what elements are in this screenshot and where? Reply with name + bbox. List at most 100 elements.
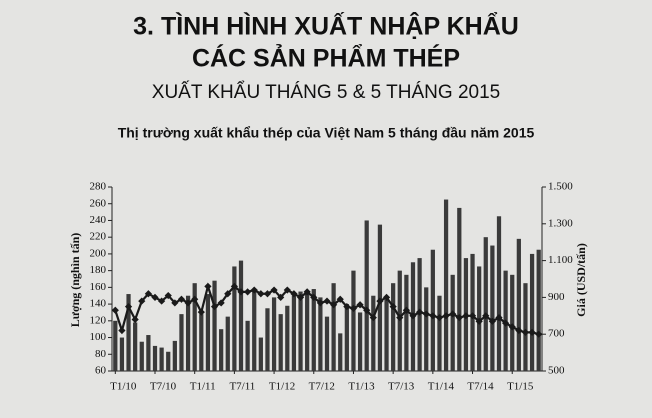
price-marker — [369, 314, 377, 322]
bar — [298, 291, 303, 371]
y2-tick-label: 1.500 — [548, 181, 573, 193]
subheading: XUẤT KHẨU THÁNG 5 & 5 THÁNG 2015 — [152, 81, 500, 103]
bar — [443, 199, 449, 371]
price-marker — [429, 312, 437, 320]
price-marker — [515, 326, 523, 335]
bar — [510, 274, 515, 371]
bar — [225, 316, 230, 371]
bar — [384, 299, 389, 371]
price-marker — [528, 328, 536, 336]
bar — [119, 337, 125, 371]
price-marker — [303, 288, 311, 296]
price-marker — [257, 290, 265, 298]
price-marker — [290, 290, 298, 298]
y-tick-label: 180 — [90, 264, 107, 276]
price-marker — [263, 290, 272, 298]
bar — [192, 283, 197, 371]
bar — [232, 266, 237, 371]
y-tick-label: 200 — [90, 247, 107, 259]
price-marker — [230, 282, 238, 290]
bar — [430, 249, 435, 371]
price-marker — [323, 297, 331, 305]
price-marker — [508, 323, 516, 331]
y2-tick-label: 1.300 — [548, 217, 573, 229]
bar — [305, 294, 310, 371]
bar — [205, 294, 211, 371]
price-marker — [409, 312, 417, 320]
price-marker — [502, 319, 510, 327]
bar — [199, 314, 204, 371]
bar — [516, 238, 521, 371]
y2-tick-label: 700 — [548, 328, 565, 340]
price-marker — [488, 317, 496, 325]
heading: CÁC SẢN PHẨM THÉP — [192, 43, 460, 73]
price-marker — [402, 306, 410, 314]
bar — [318, 297, 323, 371]
y-axis-label: Lượng (nghìn tấn) — [68, 233, 82, 328]
bar — [529, 253, 535, 371]
price-marker — [495, 314, 503, 322]
price-marker — [462, 312, 470, 320]
price-marker — [376, 297, 384, 305]
bar — [271, 297, 277, 371]
bar — [338, 333, 343, 371]
x-tick-label: T7/13 — [388, 381, 415, 393]
price-marker — [349, 304, 358, 313]
x-tick-label: T7/14 — [467, 381, 494, 393]
price-marker — [475, 317, 483, 325]
price-marker — [343, 303, 351, 311]
price-marker — [382, 293, 391, 301]
bar — [344, 304, 349, 371]
x-tick-label: T1/15 — [507, 381, 534, 393]
price-marker — [389, 303, 397, 311]
price-marker — [138, 297, 146, 305]
bar — [351, 270, 356, 371]
bar — [483, 237, 488, 371]
price-marker — [416, 308, 424, 316]
bar — [285, 305, 290, 371]
price-marker — [330, 301, 338, 309]
bar — [146, 335, 151, 371]
y-tick-label: 60 — [95, 365, 107, 377]
x-tick-label: T1/12 — [269, 381, 295, 393]
bar — [172, 340, 177, 371]
chart-title: Thị trường xuất khẩu thép của Việt Nam 5… — [118, 125, 535, 141]
price-marker — [283, 286, 291, 294]
price-marker — [144, 290, 152, 298]
price-marker — [237, 288, 245, 296]
price-marker — [164, 291, 172, 300]
price-marker — [535, 330, 543, 338]
price-marker — [521, 328, 530, 336]
y-tick-label: 100 — [90, 331, 107, 343]
y-tick-label: 160 — [90, 281, 107, 293]
price-marker — [422, 310, 430, 318]
y2-tick-label: 900 — [548, 291, 565, 303]
price-marker — [177, 295, 186, 303]
price-marker — [336, 295, 344, 303]
price-marker — [191, 295, 199, 303]
price-marker — [455, 314, 463, 322]
price-marker — [277, 293, 285, 301]
bar — [258, 337, 263, 371]
x-tick-label: T7/10 — [150, 381, 177, 393]
y-tick-label: 120 — [90, 314, 107, 326]
price-marker — [204, 282, 212, 290]
bar — [523, 283, 528, 371]
bar — [496, 216, 502, 371]
price-marker — [171, 299, 179, 307]
x-tick-label: T1/14 — [428, 381, 455, 393]
bar — [133, 322, 138, 371]
x-tick-label: T1/11 — [190, 381, 216, 393]
bar — [536, 249, 541, 371]
bar — [490, 245, 495, 371]
bar — [159, 347, 164, 371]
y-tick-label: 280 — [90, 181, 107, 193]
price-marker — [217, 299, 225, 307]
price-marker — [356, 301, 364, 309]
bar — [185, 295, 191, 371]
bar — [404, 274, 409, 371]
x-tick-label: T1/10 — [110, 381, 137, 393]
x-tick-label: T7/11 — [229, 381, 255, 393]
